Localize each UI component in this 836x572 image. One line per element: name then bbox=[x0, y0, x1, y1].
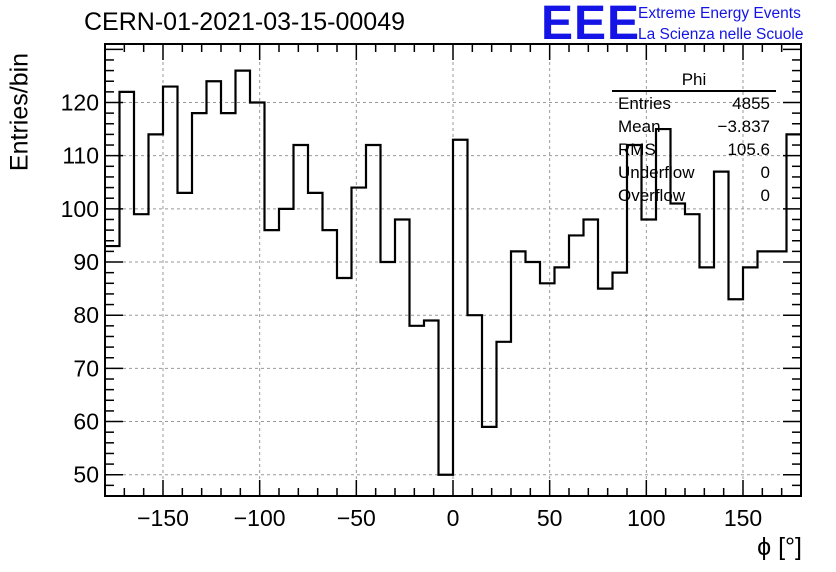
eee-logo: EEE bbox=[541, 0, 641, 50]
stats-label: Mean bbox=[618, 117, 661, 136]
x-tick-label: −150 bbox=[137, 505, 189, 531]
stats-label: RMS bbox=[618, 140, 656, 159]
stats-box: Phi Entries 4855 Mean −3.837 RMS 105.6 Unde… bbox=[612, 70, 776, 207]
y-tick-label: 70 bbox=[73, 355, 99, 381]
plot-title: CERN-01-2021-03-15-00049 bbox=[84, 8, 406, 36]
tick-labels: −150 −100 −50 0 50 100 150 50 60 70 80 90 100 110 120 bbox=[61, 89, 763, 531]
x-tick-label: 100 bbox=[627, 505, 665, 531]
histogram-series bbox=[105, 69, 801, 476]
y-tick-label: 60 bbox=[73, 409, 99, 435]
stats-value: 0 bbox=[760, 163, 770, 182]
x-tick-label: −50 bbox=[337, 505, 376, 531]
y-axis-label: Entries/bin bbox=[5, 52, 34, 172]
stats-label: Overflow bbox=[618, 186, 686, 205]
stats-value: 0 bbox=[760, 186, 770, 205]
stats-value: 4855 bbox=[732, 94, 770, 113]
x-axis-label: ϕ [°] bbox=[757, 533, 802, 561]
logo-subtitle-line1: Extreme Energy Events bbox=[638, 5, 801, 22]
x-tick-label: 50 bbox=[537, 505, 563, 531]
y-tick-label: 120 bbox=[61, 89, 99, 115]
stats-value: 105.6 bbox=[727, 140, 770, 159]
stats-title: Phi bbox=[612, 70, 776, 92]
stats-row-underflow: Underflow 0 bbox=[612, 161, 776, 184]
stats-row-overflow: Overflow 0 bbox=[612, 184, 776, 207]
y-tick-label: 100 bbox=[61, 196, 99, 222]
x-tick-label: −100 bbox=[234, 505, 286, 531]
x-tick-label: 150 bbox=[724, 505, 762, 531]
stats-row-rms: RMS 105.6 bbox=[612, 138, 776, 161]
stats-row-mean: Mean −3.837 bbox=[612, 115, 776, 138]
stats-label: Entries bbox=[618, 94, 671, 113]
y-tick-label: 110 bbox=[62, 143, 99, 169]
x-tick-label: 0 bbox=[447, 505, 460, 531]
y-tick-label: 80 bbox=[73, 302, 99, 328]
y-tick-label: 90 bbox=[73, 249, 99, 275]
y-tick-label: 50 bbox=[73, 462, 99, 488]
stats-row-entries: Entries 4855 bbox=[612, 92, 776, 115]
stats-value: −3.837 bbox=[717, 117, 770, 136]
axis-ticks bbox=[104, 44, 802, 496]
logo-subtitle-line2: La Scienza nelle Scuole bbox=[638, 26, 804, 43]
histogram-line bbox=[105, 69, 801, 476]
stats-label: Underflow bbox=[618, 163, 695, 182]
